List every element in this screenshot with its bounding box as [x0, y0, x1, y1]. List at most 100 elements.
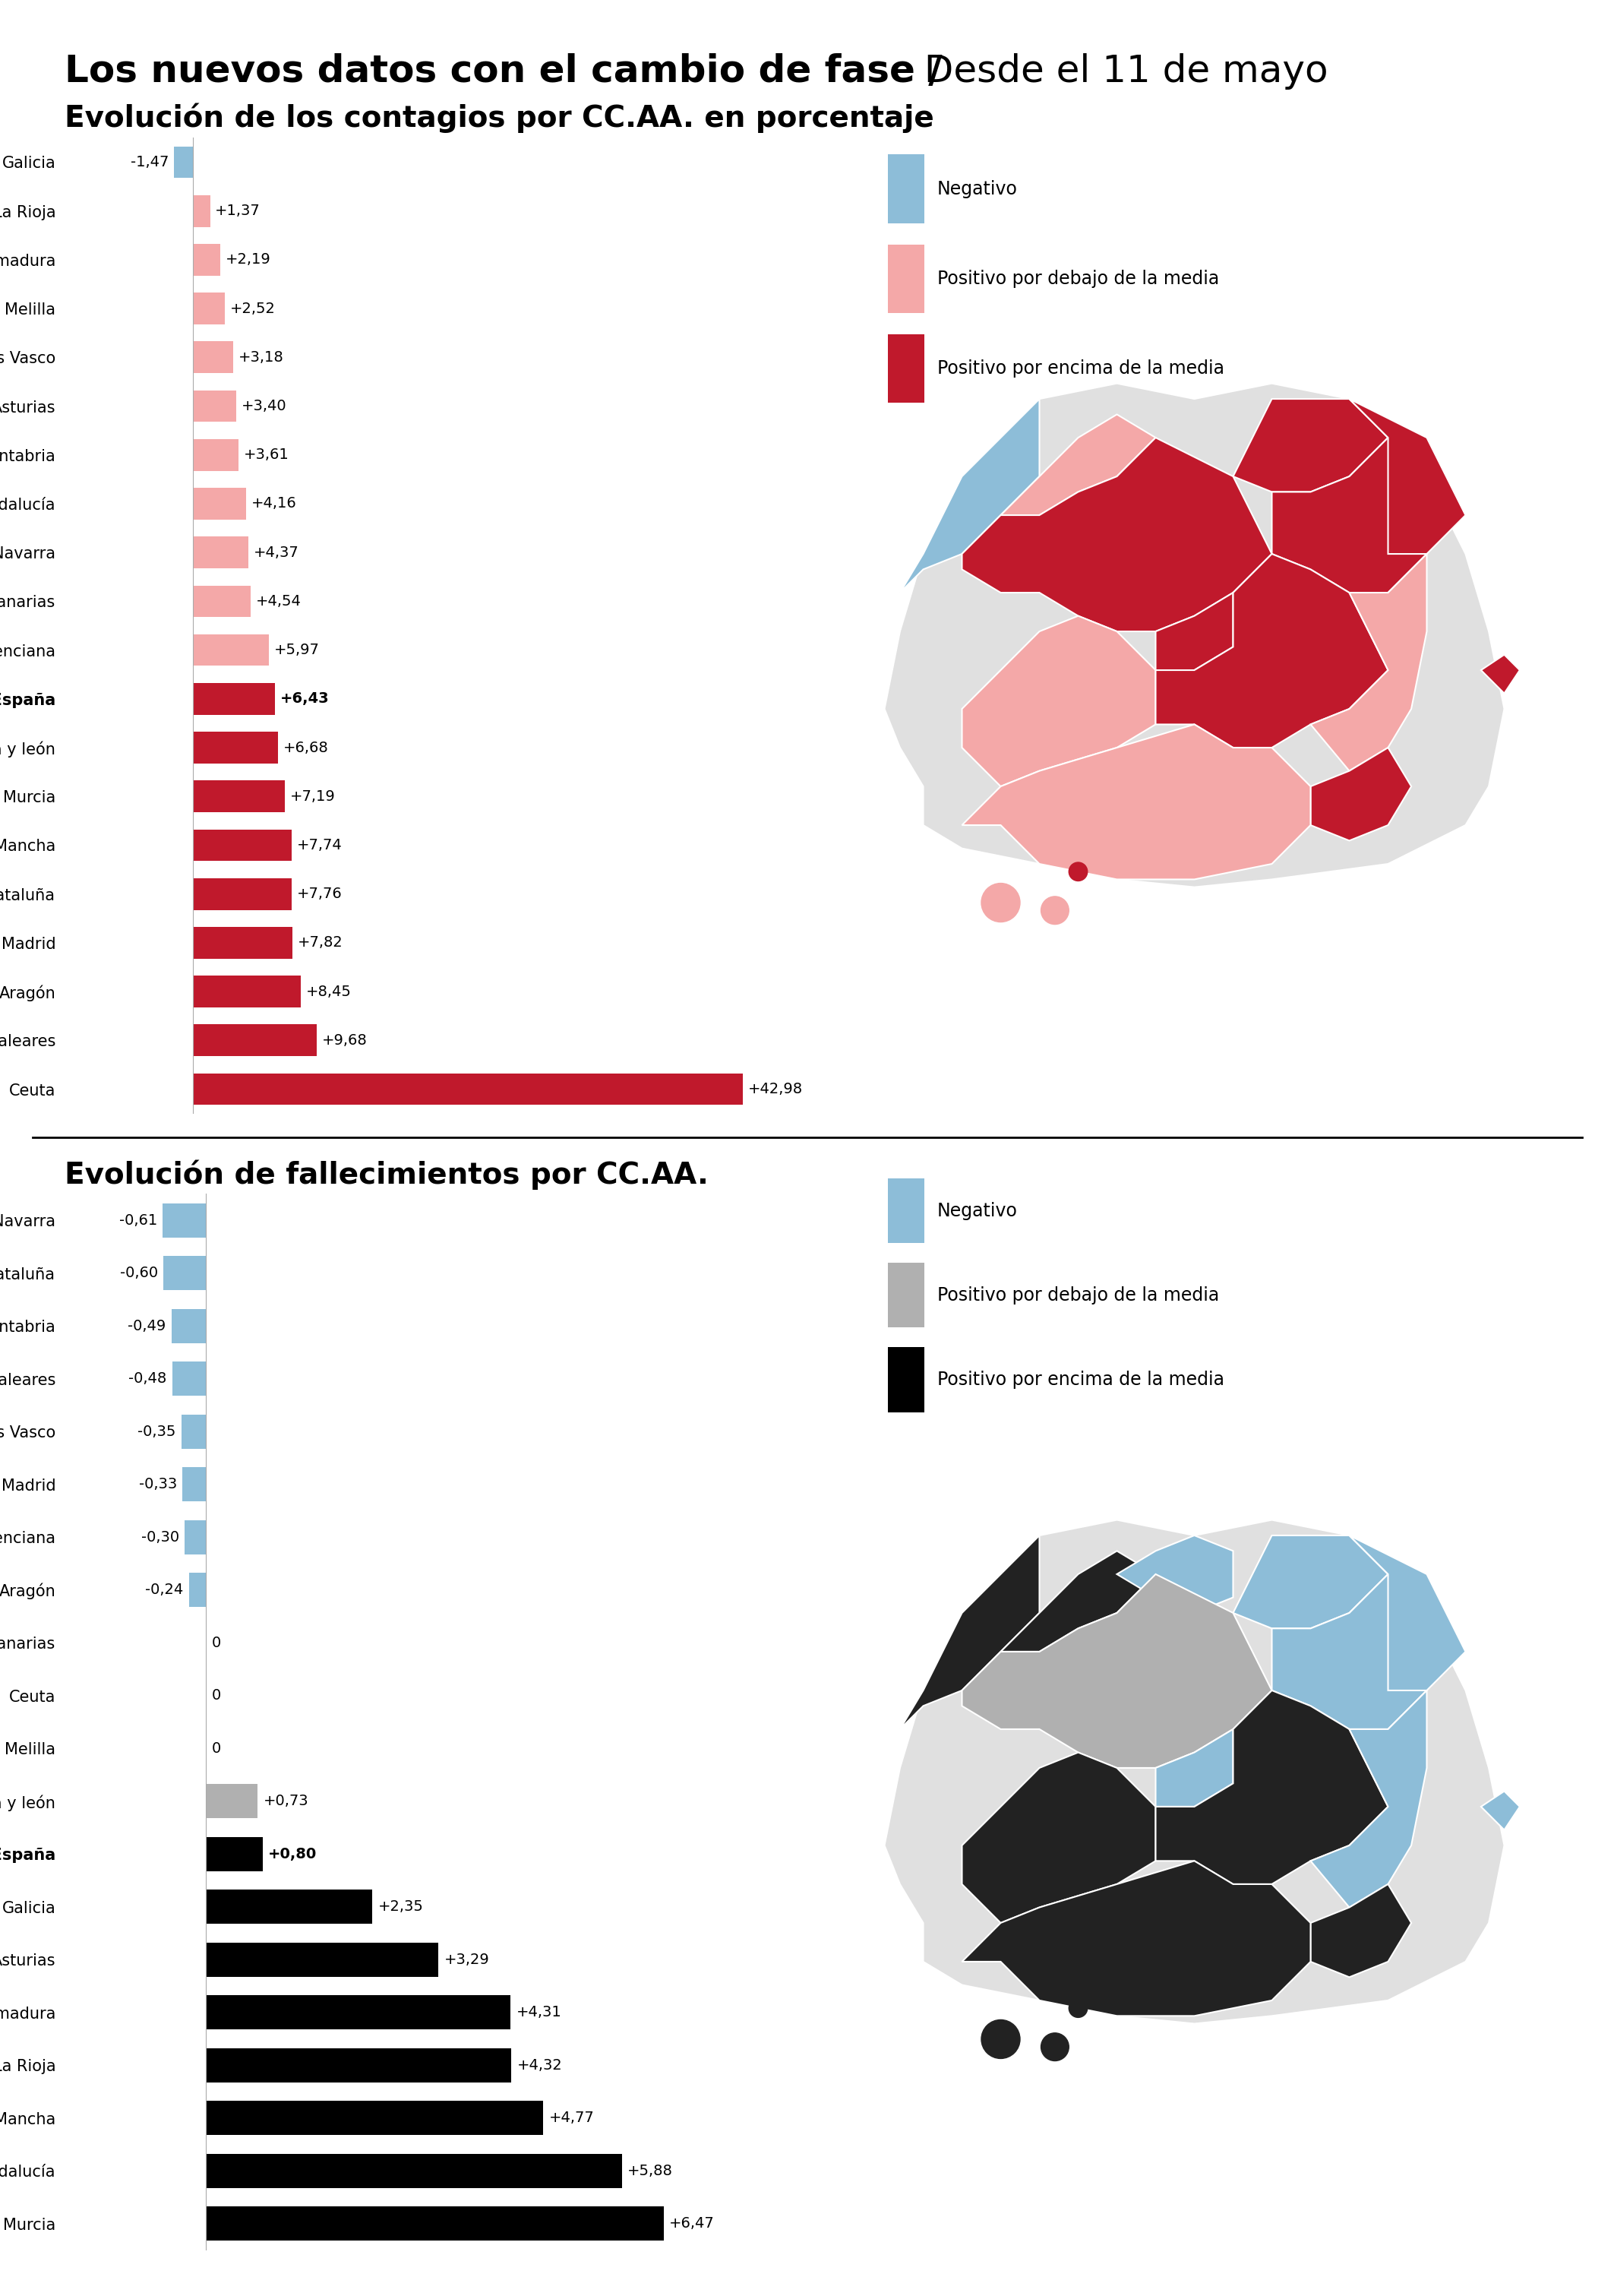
Bar	[192, 439, 239, 471]
Bar	[192, 537, 249, 569]
Text: +4,77: +4,77	[549, 2110, 594, 2126]
Bar	[888, 243, 925, 312]
Text: Evolución de los contagios por CC.AA. en porcentaje: Evolución de los contagios por CC.AA. en…	[65, 103, 935, 133]
Text: -0,30: -0,30	[140, 1529, 179, 1545]
Bar	[192, 928, 292, 960]
Polygon shape	[901, 1536, 1039, 1729]
Text: +8,45: +8,45	[307, 985, 352, 999]
Polygon shape	[1311, 748, 1411, 840]
Polygon shape	[1001, 1550, 1156, 1651]
Bar	[888, 1263, 925, 1327]
Polygon shape	[962, 1752, 1156, 1924]
Text: +2,19: +2,19	[226, 253, 271, 266]
Bar	[184, 1520, 207, 1554]
Text: Negativo: Negativo	[938, 1201, 1018, 1219]
Text: +7,82: +7,82	[299, 934, 344, 951]
Polygon shape	[962, 1862, 1311, 2016]
Polygon shape	[884, 1520, 1504, 2023]
Bar	[192, 585, 250, 618]
Text: +42,98: +42,98	[747, 1081, 802, 1097]
Polygon shape	[1156, 592, 1233, 670]
Polygon shape	[1156, 553, 1388, 748]
Bar	[189, 1573, 207, 1607]
Text: -0,61: -0,61	[119, 1212, 157, 1228]
Polygon shape	[1233, 400, 1388, 491]
Bar	[207, 1784, 258, 1818]
Bar	[207, 2206, 663, 2241]
Polygon shape	[962, 726, 1311, 879]
Bar	[192, 342, 234, 374]
Text: Evolución de fallecimientos por CC.AA.: Evolución de fallecimientos por CC.AA.	[65, 1159, 709, 1189]
Bar	[192, 976, 300, 1008]
Text: +4,31: +4,31	[516, 2004, 562, 2020]
Text: -0,60: -0,60	[119, 1265, 158, 1281]
Bar	[182, 1467, 207, 1502]
Polygon shape	[1482, 1791, 1520, 1830]
Text: +7,76: +7,76	[297, 886, 342, 902]
Bar	[192, 781, 284, 813]
Polygon shape	[1311, 1885, 1411, 1977]
Polygon shape	[962, 615, 1156, 788]
Bar	[192, 634, 270, 666]
Text: +2,35: +2,35	[378, 1899, 423, 1915]
Bar	[207, 1995, 510, 2030]
Polygon shape	[1272, 1575, 1427, 1729]
Polygon shape	[884, 383, 1504, 886]
Bar	[174, 147, 192, 179]
Polygon shape	[1233, 1536, 1388, 1628]
Text: +6,68: +6,68	[282, 739, 329, 755]
Text: -0,49: -0,49	[128, 1318, 166, 1334]
Text: +4,37: +4,37	[253, 544, 299, 560]
Circle shape	[1068, 863, 1088, 882]
Text: +3,29: +3,29	[444, 1952, 489, 1968]
Text: Positivo por encima de la media: Positivo por encima de la media	[938, 1371, 1225, 1389]
Bar	[888, 335, 925, 402]
Text: +3,61: +3,61	[244, 448, 289, 461]
Text: +7,74: +7,74	[297, 838, 342, 852]
Bar	[192, 682, 274, 714]
Bar	[207, 1890, 373, 1924]
Polygon shape	[1156, 1729, 1233, 1807]
Bar	[192, 877, 292, 909]
Text: +0,80: +0,80	[268, 1846, 316, 1862]
Bar	[192, 243, 221, 276]
Text: Negativo: Negativo	[938, 179, 1018, 197]
Text: +6,43: +6,43	[279, 691, 329, 707]
Bar	[192, 1072, 742, 1104]
Text: -0,48: -0,48	[128, 1371, 166, 1387]
Text: +9,68: +9,68	[321, 1033, 366, 1047]
Text: 0: 0	[211, 1688, 221, 1704]
Text: +6,47: +6,47	[670, 2216, 715, 2232]
Text: +1,37: +1,37	[215, 204, 260, 218]
Text: Desde el 11 de mayo: Desde el 11 de mayo	[912, 53, 1328, 90]
Text: -0,35: -0,35	[137, 1424, 176, 1440]
Polygon shape	[1349, 400, 1466, 553]
Polygon shape	[1272, 439, 1427, 592]
Bar	[163, 1256, 207, 1290]
Text: +4,54: +4,54	[255, 595, 302, 608]
Text: +7,19: +7,19	[291, 790, 336, 804]
Polygon shape	[1311, 553, 1427, 771]
Text: +4,32: +4,32	[516, 2057, 562, 2073]
Text: +3,40: +3,40	[240, 400, 287, 413]
Bar	[207, 2101, 544, 2135]
Bar	[163, 1203, 207, 1238]
Polygon shape	[1349, 1536, 1466, 1690]
Bar	[207, 1942, 439, 1977]
Circle shape	[1041, 895, 1068, 925]
Polygon shape	[962, 439, 1272, 631]
Bar	[173, 1362, 207, 1396]
Polygon shape	[1156, 1690, 1388, 1885]
Bar	[192, 487, 245, 519]
Polygon shape	[1482, 654, 1520, 693]
Text: +0,73: +0,73	[263, 1793, 308, 1809]
Polygon shape	[1311, 1690, 1427, 1908]
Text: Positivo por debajo de la media: Positivo por debajo de la media	[938, 1286, 1219, 1304]
Text: 0: 0	[211, 1635, 221, 1651]
Circle shape	[981, 2020, 1020, 2060]
Text: +4,16: +4,16	[250, 496, 297, 512]
Text: -0,24: -0,24	[145, 1582, 184, 1598]
Bar	[207, 2048, 512, 2082]
Text: +5,88: +5,88	[628, 2163, 673, 2179]
Bar	[192, 390, 236, 422]
